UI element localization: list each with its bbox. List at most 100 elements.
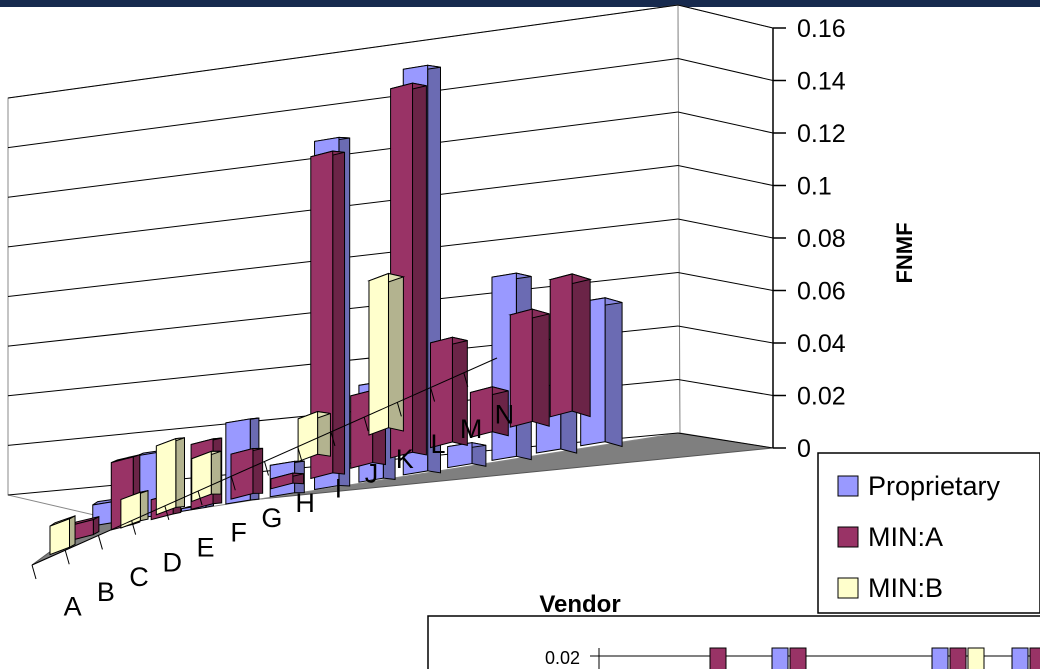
x-tick-mark (297, 446, 303, 461)
y-tick-label: 0 (797, 435, 811, 463)
bar-front (49, 518, 70, 556)
x-category-label: G (261, 503, 282, 533)
y-axis-title: FNMF (892, 222, 917, 283)
bar (548, 273, 593, 418)
x-tick-mark (164, 505, 170, 520)
bar-side (175, 437, 186, 508)
gridline (677, 379, 774, 396)
x-category-label: J (365, 459, 379, 489)
legend-label: MIN:B (868, 573, 943, 603)
inset-bar (1029, 647, 1040, 669)
title-bar-strip (0, 0, 1040, 7)
gridline (677, 432, 774, 449)
gridline (7, 58, 679, 149)
legend-swatch (837, 526, 859, 548)
bar (367, 272, 406, 436)
legend-label: Proprietary (868, 471, 1001, 501)
bar-front (469, 386, 493, 439)
bar-front (509, 308, 533, 428)
gridline (677, 58, 774, 81)
x-category-label: E (196, 532, 214, 562)
bar-front (368, 272, 389, 436)
x-tick-mark (330, 431, 336, 447)
gridline (677, 218, 774, 239)
bar (155, 437, 186, 516)
bar (70, 515, 100, 541)
bar-side (68, 515, 76, 549)
bar-side (604, 297, 623, 448)
x-category-label: M (460, 414, 483, 444)
inset-bar (789, 647, 807, 669)
inset-bar (709, 647, 727, 669)
bar (447, 442, 487, 469)
x-axis-title: Vendor (539, 591, 620, 618)
gridline (677, 111, 774, 134)
gridline (677, 325, 774, 344)
bar-side (210, 450, 222, 495)
x-tick-mark (64, 550, 70, 565)
inset-chart: 0.02 (427, 615, 1040, 669)
x-category-label: D (163, 547, 183, 577)
inset-y-tick-label: 0.02 (545, 648, 580, 668)
bar-front (310, 150, 334, 480)
bar-side (317, 410, 331, 457)
bar-side (571, 273, 591, 418)
inset-bar (949, 647, 967, 669)
bar (230, 447, 264, 500)
y-tick-label: 0.06 (797, 278, 846, 306)
bar-front (191, 450, 212, 503)
bar-front (230, 447, 254, 500)
bar (508, 308, 550, 428)
bar (310, 150, 346, 480)
x-category-label: H (295, 488, 315, 518)
bar-front (270, 472, 294, 490)
bar-front (155, 437, 177, 516)
x-tick-mark (264, 461, 269, 476)
bar-front (429, 336, 453, 449)
x-tick-mark (363, 417, 369, 432)
bar-side (531, 308, 550, 427)
x-tick-mark (97, 535, 103, 550)
gridline (677, 4, 774, 29)
x-category-label: B (97, 577, 115, 607)
x-category-label: K (396, 444, 414, 474)
y-tick-label: 0.16 (797, 15, 846, 43)
y-tick-label: 0.08 (797, 225, 846, 253)
x-category-label: F (230, 518, 247, 548)
bar (469, 386, 509, 439)
x-category-label: N (495, 399, 515, 429)
bar (429, 336, 468, 449)
bar (191, 450, 222, 503)
legend-swatch (837, 475, 859, 497)
x-tick-mark (230, 476, 236, 491)
bar (270, 472, 305, 490)
x-tick-mark (197, 490, 203, 506)
inset-bar (967, 647, 985, 669)
legend-label: MIN:A (868, 522, 943, 552)
x-category-label: I (335, 473, 343, 503)
x-category-label: A (64, 592, 82, 622)
x-category-label: L (430, 429, 445, 459)
bar-side (252, 447, 264, 494)
x-tick-mark (396, 402, 402, 417)
x-tick-mark (463, 372, 469, 387)
y-tick-label: 0.02 (797, 383, 846, 411)
inset-bar (931, 647, 949, 669)
bar (297, 410, 331, 463)
bar-front (297, 410, 319, 463)
y-tick-label: 0.04 (797, 330, 846, 358)
legend-swatch (837, 577, 859, 599)
x-tick-mark (430, 387, 436, 402)
inset-bar (1011, 647, 1029, 669)
gridline (677, 165, 774, 186)
bar (49, 515, 76, 556)
bar-side (332, 150, 346, 475)
y-tick-label: 0.1 (797, 173, 832, 201)
bar-front (447, 442, 473, 469)
inset-bar (771, 647, 789, 669)
y-tick-label: 0.12 (797, 120, 846, 148)
x-category-label: C (129, 562, 149, 592)
chart-legend: Proprietary MIN:A MIN:B (817, 452, 1040, 614)
